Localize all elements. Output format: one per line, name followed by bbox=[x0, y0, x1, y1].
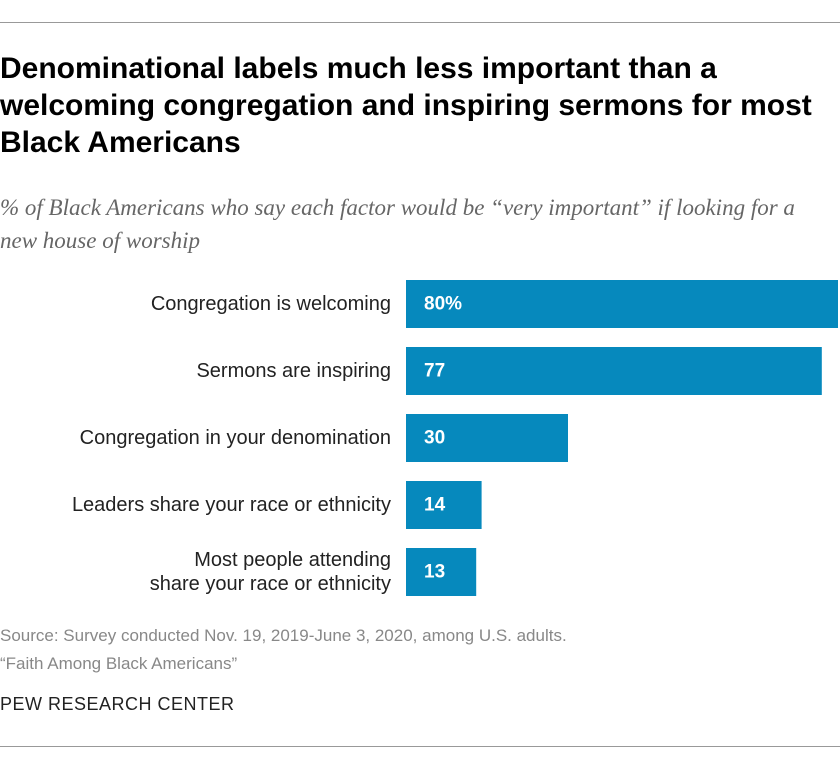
category-label-line: Congregation is welcoming bbox=[151, 293, 391, 315]
bar-value-label: 30 bbox=[424, 428, 445, 449]
category-label: Congregation in your denomination bbox=[80, 427, 391, 449]
bar bbox=[406, 280, 838, 328]
category-label-line: Most people attending bbox=[194, 549, 391, 571]
top-rule bbox=[0, 22, 840, 23]
bar bbox=[406, 548, 477, 596]
source-note: Source: Survey conducted Nov. 19, 2019-J… bbox=[0, 622, 830, 678]
category-label-line: Congregation in your denomination bbox=[80, 427, 391, 449]
bar-chart: 80% Congregation is welcoming 77 Sermons ar… bbox=[72, 280, 838, 596]
bar-value-label: 14 bbox=[424, 495, 446, 516]
pew-logo-text: PEW RESEARCH CENTER bbox=[0, 694, 235, 714]
report-title: “Faith Among Black Americans” bbox=[0, 654, 238, 673]
bar bbox=[406, 347, 822, 395]
chart-subtitle: % of Black Americans who say each factor… bbox=[0, 195, 795, 253]
category-label: Sermons are inspiring bbox=[196, 360, 391, 382]
category-label-line: Leaders share your race or ethnicity bbox=[72, 494, 391, 516]
source-line: Source: Survey conducted Nov. 19, 2019-J… bbox=[0, 626, 567, 645]
chart-title: Denominational labels much less importan… bbox=[0, 52, 812, 159]
category-label-line: share your race or ethnicity bbox=[150, 573, 391, 595]
bar-value-label: 80% bbox=[424, 294, 462, 315]
bar bbox=[406, 481, 482, 529]
category-label-line: Sermons are inspiring bbox=[196, 360, 391, 382]
category-label: Most people attending share your race or … bbox=[150, 549, 391, 595]
bottom-rule bbox=[0, 746, 840, 747]
bar-value-label: 13 bbox=[424, 562, 445, 583]
category-label: Congregation is welcoming bbox=[151, 293, 391, 315]
bar bbox=[406, 414, 568, 462]
category-label: Leaders share your race or ethnicity bbox=[72, 494, 391, 516]
bar-value-label: 77 bbox=[424, 361, 445, 382]
